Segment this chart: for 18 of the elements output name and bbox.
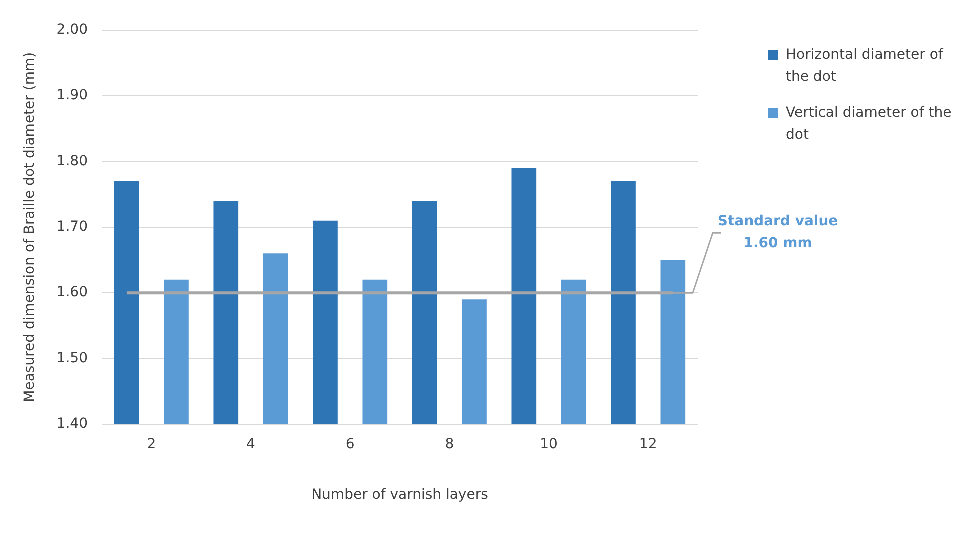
legend-label: Vertical diameter of the dot bbox=[786, 104, 953, 145]
y-tick-label: 1.50 bbox=[56, 350, 88, 366]
x-tick-label: 6 bbox=[346, 436, 355, 452]
y-tick-label: 1.60 bbox=[56, 284, 88, 301]
y-tick-label: 1.80 bbox=[56, 153, 88, 170]
x-tick-label: 12 bbox=[639, 436, 658, 452]
x-tick-label: 4 bbox=[246, 436, 256, 452]
x-axis-title: Number of varnish layers bbox=[312, 487, 488, 504]
y-tick-label: 1.90 bbox=[56, 88, 88, 104]
y-tick-label: 1.70 bbox=[56, 219, 88, 236]
x-tick-label: 8 bbox=[445, 436, 454, 452]
y-tick-label: 1.40 bbox=[56, 416, 88, 432]
x-tick-label: 2 bbox=[147, 436, 156, 452]
y-axis-title: Measured dimension of Braille dot diameter (mm) bbox=[22, 52, 38, 402]
x-tick-label: 10 bbox=[540, 436, 558, 452]
ref-line-label: Standard value 1.60 mm bbox=[718, 214, 838, 252]
y-tick-label: 2.00 bbox=[56, 22, 88, 38]
legend-label: Horizontal diameter of the dot bbox=[786, 46, 944, 87]
